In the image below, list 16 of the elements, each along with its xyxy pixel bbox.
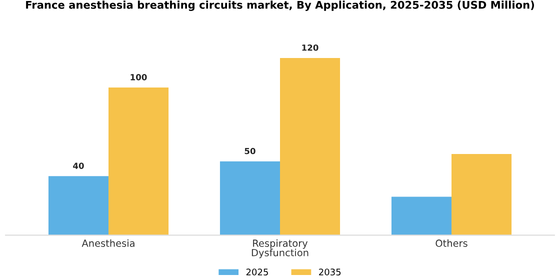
x-tick-label: Others [436,239,468,247]
bar [220,161,280,236]
bar [108,87,169,236]
data-label: 40 [73,162,84,169]
x-tick-label: Respiratory Dysfunction [252,239,308,258]
bar [48,176,108,236]
bar [280,58,340,236]
legend-label: 2035 [319,268,341,276]
data-label: 120 [302,44,318,51]
bar [452,154,512,236]
x-tick-label: Anesthesia [82,239,134,247]
bar [391,196,452,236]
legend-label: 2025 [246,268,268,276]
data-label: 50 [244,148,256,154]
chart-title: France anesthesia breathing circuits market, By Application, 2025-2035 (USD Million) [26,0,534,11]
data-label: 100 [130,74,147,80]
